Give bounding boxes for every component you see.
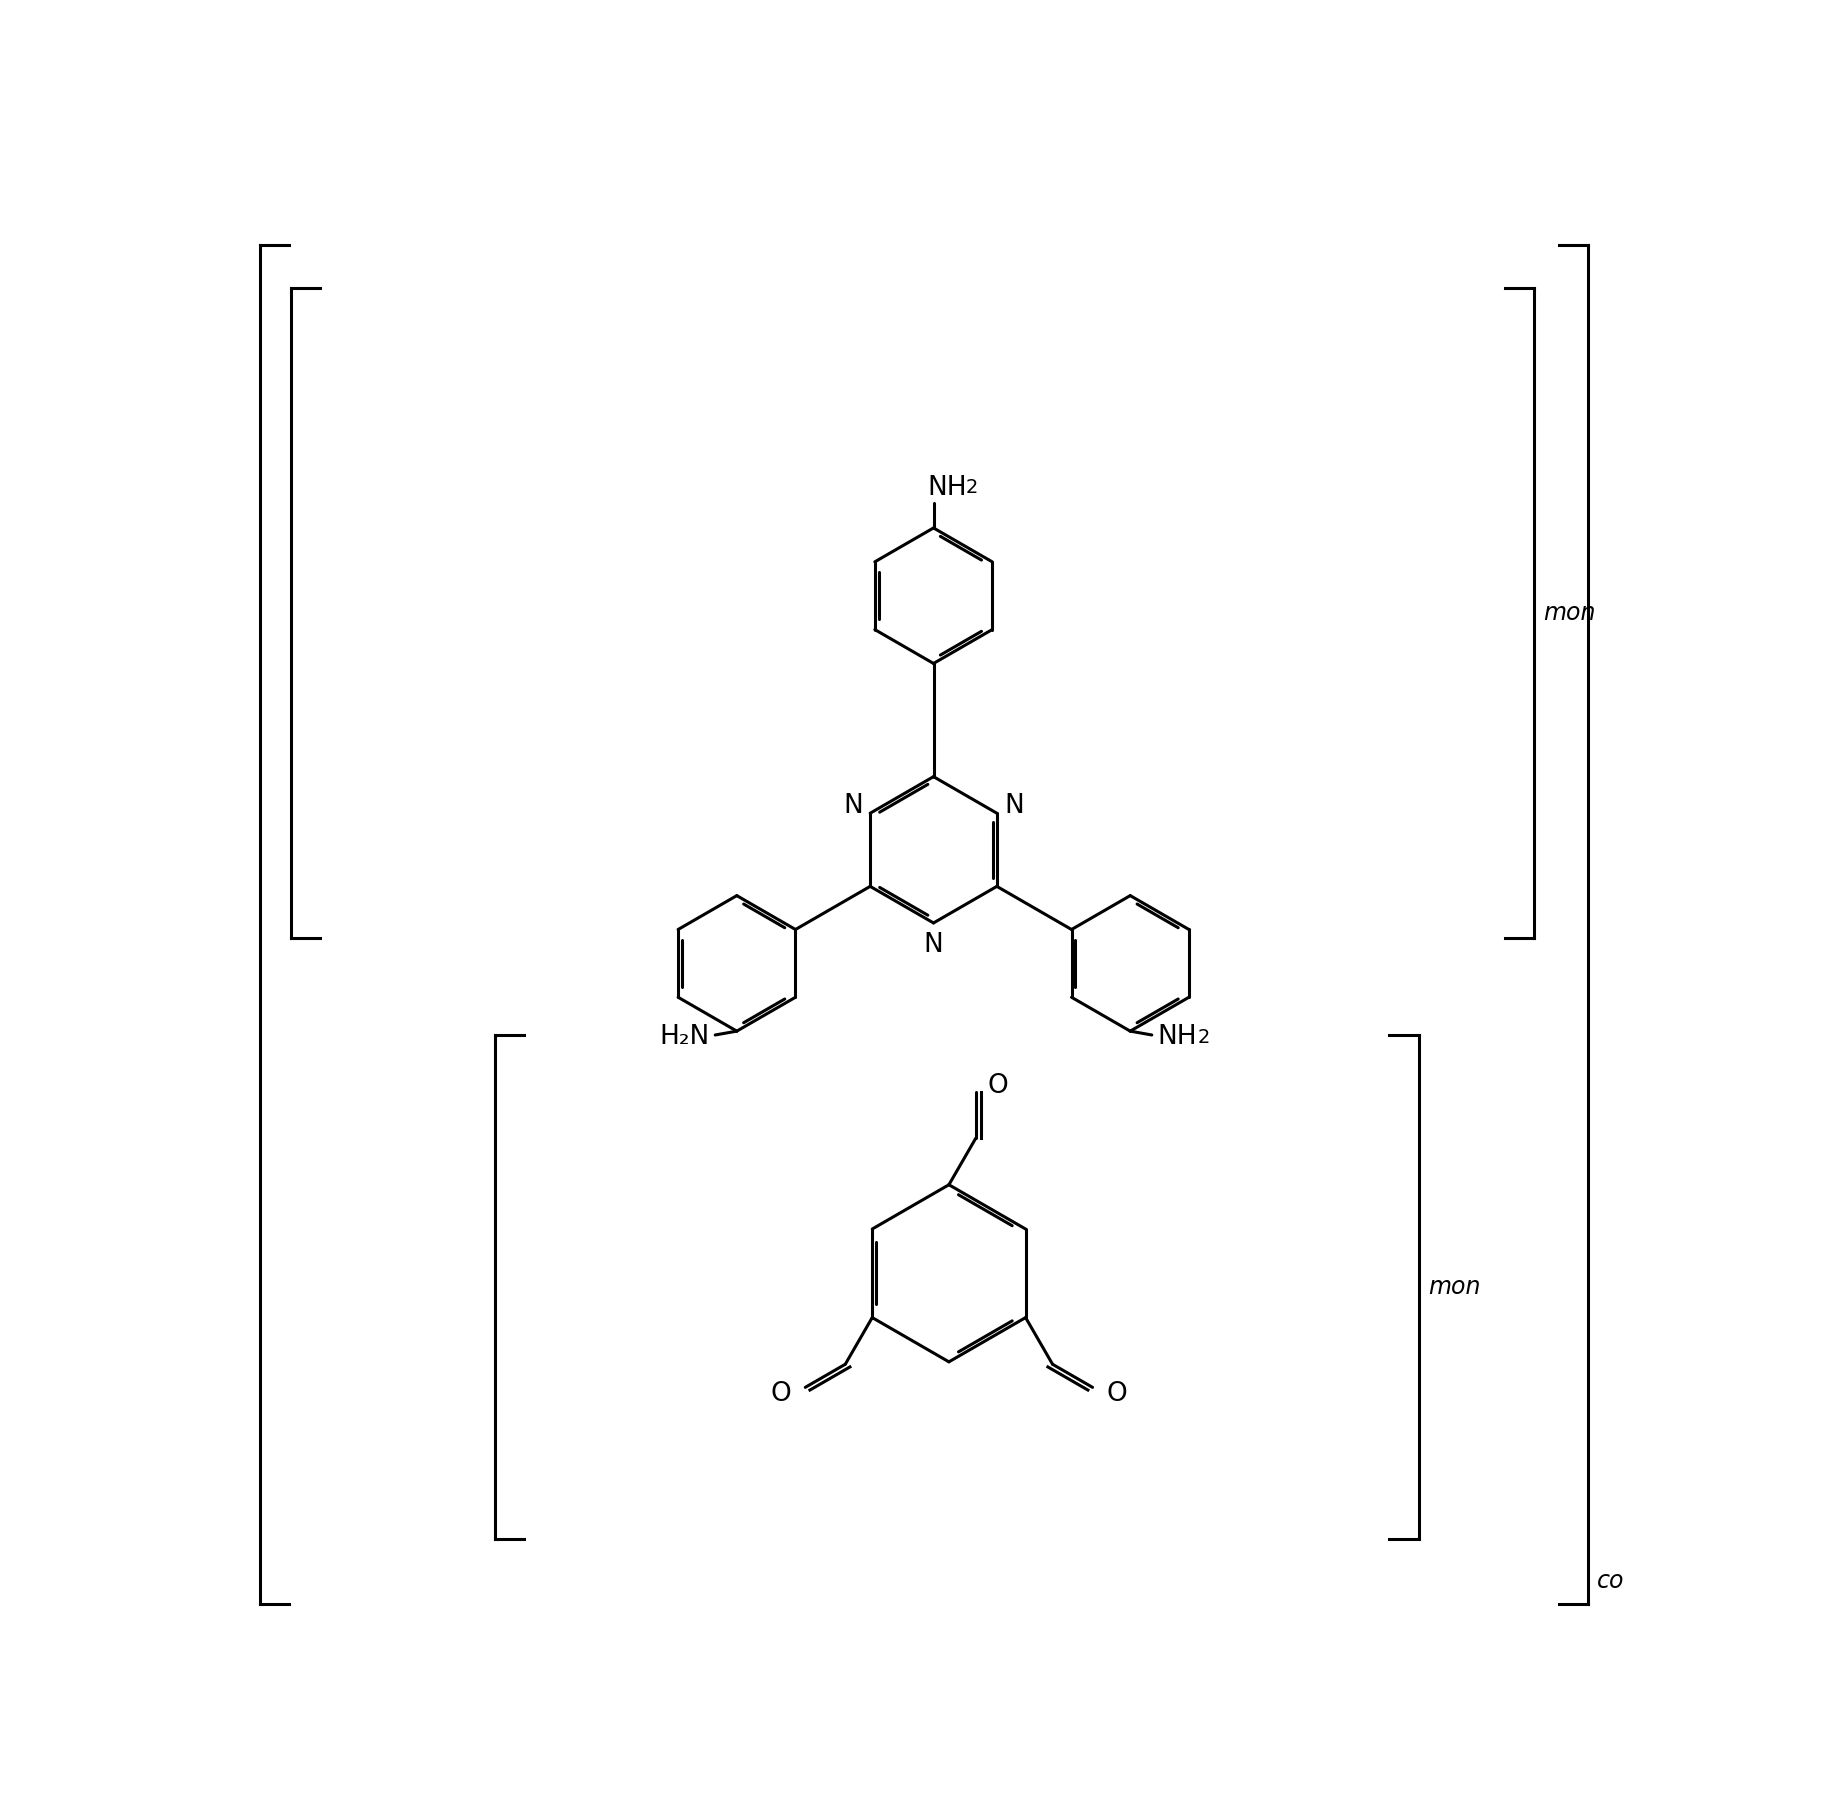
Text: O: O [988, 1072, 1008, 1099]
Text: N: N [844, 792, 864, 819]
Text: NH: NH [1158, 1025, 1196, 1050]
Text: mon: mon [1543, 601, 1596, 624]
Text: co: co [1598, 1569, 1625, 1592]
Text: NH: NH [928, 475, 968, 501]
Text: 2: 2 [966, 479, 979, 497]
Text: 2: 2 [1198, 1028, 1209, 1046]
Text: mon: mon [1428, 1274, 1481, 1299]
Text: O: O [771, 1381, 791, 1407]
Text: H₂N: H₂N [659, 1025, 710, 1050]
Text: N: N [1004, 792, 1024, 819]
Text: O: O [1107, 1381, 1128, 1407]
Text: N: N [924, 932, 944, 957]
